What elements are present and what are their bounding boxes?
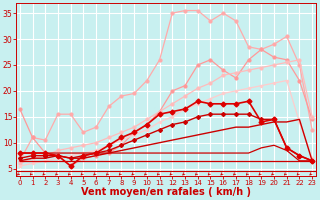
X-axis label: Vent moyen/en rafales ( km/h ): Vent moyen/en rafales ( km/h ) [81, 187, 251, 197]
